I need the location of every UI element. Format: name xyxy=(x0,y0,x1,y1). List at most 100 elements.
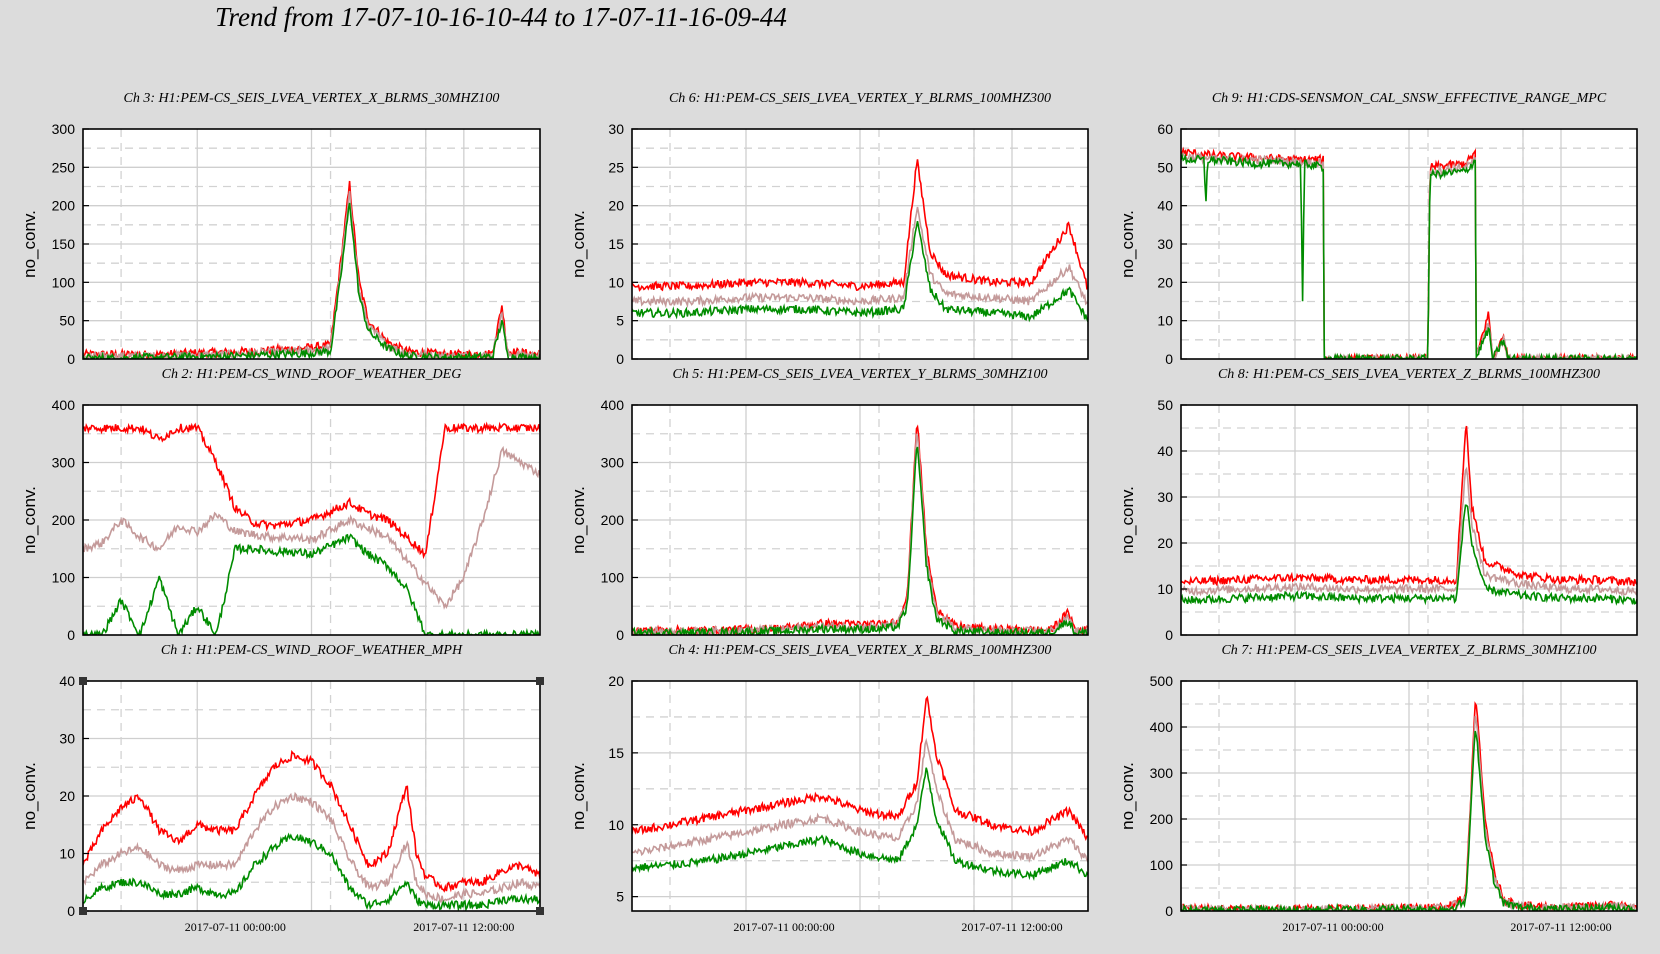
y-tick-label: 60 xyxy=(1157,121,1173,137)
y-tick-label: 100 xyxy=(52,274,76,290)
x-tick-label: 2017-07-11 00:00:00 xyxy=(1282,920,1383,934)
y-tick-label: 50 xyxy=(59,313,75,329)
plot-panel: 0 5 10 15 20 25 30 no_conv. xyxy=(569,121,1089,367)
max-series xyxy=(1181,425,1637,587)
y-tick-label: 20 xyxy=(59,788,75,804)
y-tick-label: 300 xyxy=(1150,765,1174,781)
y-tick-label: 30 xyxy=(59,731,75,747)
y-tick-label: 40 xyxy=(59,673,75,689)
mean-series xyxy=(1181,151,1637,359)
plot-panel: 0 100 200 300 400 no_conv. xyxy=(20,397,541,643)
panel-title: Ch 3: H1:PEM-CS_SEIS_LVEA_VERTEX_X_BLRMS… xyxy=(123,91,500,106)
min-series xyxy=(632,446,1088,635)
y-tick-label: 200 xyxy=(601,512,625,528)
mean-series xyxy=(83,791,540,905)
selection-handle[interactable] xyxy=(79,907,87,915)
y-tick-label: 15 xyxy=(608,745,624,761)
y-tick-label: 200 xyxy=(52,198,76,214)
y-tick-label: 15 xyxy=(608,236,624,252)
plot-panel: 0 100 200 300 400 500 no_conv. 2017-07-11 00:00… xyxy=(1118,673,1638,934)
max-series xyxy=(632,159,1088,292)
max-series xyxy=(83,749,540,893)
max-series xyxy=(83,421,540,560)
y-tick-label: 250 xyxy=(52,159,76,175)
main-title: Trend from 17-07-10-16-10-44 to 17-07-11… xyxy=(215,2,787,32)
y-tick-label: 400 xyxy=(1150,719,1174,735)
panel-title: Ch 5: H1:PEM-CS_SEIS_LVEA_VERTEX_Y_BLRMS… xyxy=(672,367,1048,382)
y-tick-label: 10 xyxy=(608,274,624,290)
y-tick-label: 10 xyxy=(608,817,624,833)
panel-title: Ch 6: H1:PEM-CS_SEIS_LVEA_VERTEX_Y_BLRMS… xyxy=(668,91,1052,106)
panel-title: Ch 1: H1:PEM-CS_WIND_ROOF_WEATHER_MPH xyxy=(160,643,463,658)
plot-panel: 0 100 200 300 400 no_conv. xyxy=(569,397,1089,643)
max-series xyxy=(632,695,1088,842)
x-tick-label: 2017-07-11 12:00:00 xyxy=(961,920,1062,934)
y-axis-label: no_conv. xyxy=(1118,210,1137,278)
panel-title: Ch 2: H1:PEM-CS_WIND_ROOF_WEATHER_DEG xyxy=(161,367,462,382)
y-tick-label: 100 xyxy=(601,570,625,586)
y-axis-label: no_conv. xyxy=(20,486,39,554)
panel-title: Ch 4: H1:PEM-CS_SEIS_LVEA_VERTEX_X_BLRMS… xyxy=(668,643,1052,658)
y-axis-label: no_conv. xyxy=(569,210,588,278)
y-tick-label: 300 xyxy=(52,121,76,137)
selection-handle[interactable] xyxy=(79,677,87,685)
y-tick-label: 40 xyxy=(1157,198,1173,214)
plot-frame xyxy=(1180,404,1638,636)
y-tick-label: 10 xyxy=(1157,313,1173,329)
y-axis-label: no_conv. xyxy=(20,210,39,278)
y-tick-label: 0 xyxy=(616,351,624,367)
min-series xyxy=(1181,152,1637,359)
y-tick-label: 20 xyxy=(1157,535,1173,551)
plot-frame xyxy=(631,680,1089,912)
y-tick-label: 0 xyxy=(67,903,75,919)
y-tick-label: 30 xyxy=(608,121,624,137)
x-tick-label: 2017-07-11 12:00:00 xyxy=(413,920,514,934)
y-tick-label: 10 xyxy=(59,846,75,862)
y-tick-label: 500 xyxy=(1150,673,1174,689)
plot-panel: 0 10 20 30 40 50 no_conv. xyxy=(1118,397,1638,643)
x-tick-label: 2017-07-11 12:00:00 xyxy=(1510,920,1611,934)
plot-frame xyxy=(1180,680,1638,912)
y-tick-label: 100 xyxy=(52,570,76,586)
y-axis-label: no_conv. xyxy=(569,486,588,554)
y-tick-label: 50 xyxy=(1157,397,1173,413)
y-tick-label: 0 xyxy=(1165,351,1173,367)
y-tick-label: 200 xyxy=(52,512,76,528)
y-tick-label: 20 xyxy=(1157,274,1173,290)
y-tick-label: 0 xyxy=(616,627,624,643)
y-tick-label: 30 xyxy=(1157,236,1173,252)
y-tick-label: 300 xyxy=(601,455,625,471)
min-series xyxy=(1181,504,1637,606)
x-tick-label: 2017-07-11 00:00:00 xyxy=(733,920,834,934)
y-tick-label: 10 xyxy=(1157,581,1173,597)
y-tick-label: 30 xyxy=(1157,489,1173,505)
y-tick-label: 5 xyxy=(616,313,624,329)
mean-series xyxy=(1181,466,1637,597)
y-axis-label: no_conv. xyxy=(1118,486,1137,554)
y-axis-label: no_conv. xyxy=(20,762,39,830)
y-tick-label: 400 xyxy=(601,397,625,413)
x-tick-label: 2017-07-11 00:00:00 xyxy=(185,920,286,934)
mean-series xyxy=(632,737,1088,864)
min-series xyxy=(83,832,540,911)
min-series xyxy=(1181,730,1637,911)
y-tick-label: 0 xyxy=(67,627,75,643)
panel-title: Ch 7: H1:PEM-CS_SEIS_LVEA_VERTEX_Z_BLRMS… xyxy=(1221,643,1597,658)
y-tick-label: 5 xyxy=(616,889,624,905)
selection-handle[interactable] xyxy=(536,677,544,685)
y-tick-label: 40 xyxy=(1157,443,1173,459)
y-tick-label: 0 xyxy=(1165,903,1173,919)
mean-series xyxy=(632,206,1088,309)
selection-handle[interactable] xyxy=(536,907,544,915)
plot-panel: 0 50 100 150 200 250 300 no_conv. xyxy=(20,121,541,367)
y-tick-label: 100 xyxy=(1150,857,1174,873)
y-tick-label: 0 xyxy=(1165,627,1173,643)
y-tick-label: 300 xyxy=(52,455,76,471)
plot-panel: 0 10 20 30 40 no_conv. 2017-07-11 00:00:00 2017… xyxy=(20,673,544,934)
panel-title: Ch 9: H1:CDS-SENSMON_CAL_SNSW_EFFECTIVE_… xyxy=(1211,91,1607,106)
mean-series xyxy=(83,445,540,610)
plot-panel: 0 10 20 30 40 50 60 no_conv. xyxy=(1118,121,1638,367)
min-series xyxy=(83,202,540,359)
y-axis-label: no_conv. xyxy=(569,762,588,830)
